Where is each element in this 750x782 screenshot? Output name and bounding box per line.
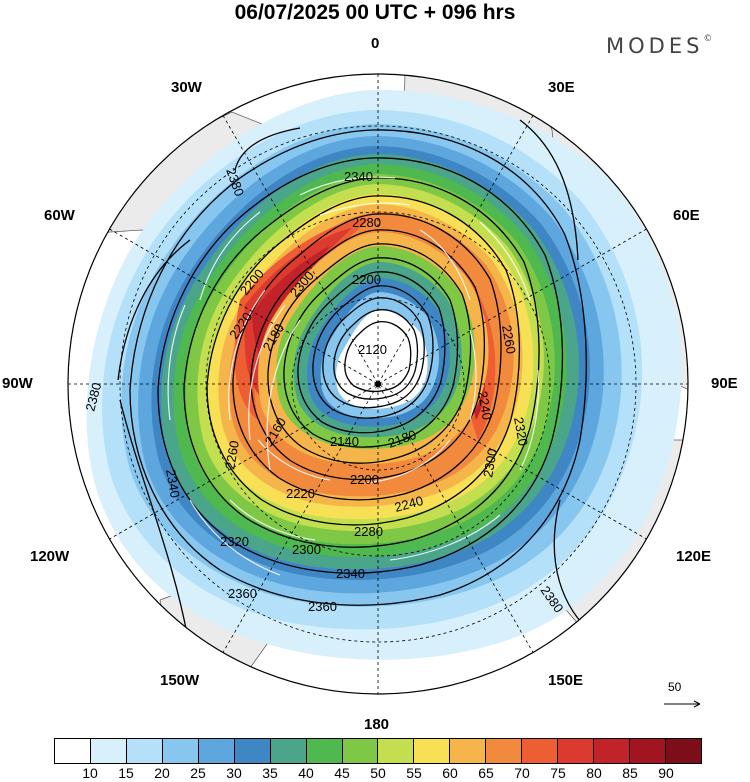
contour-label: 2300 [480, 447, 500, 478]
colorbar-tick-label: 65 [478, 765, 494, 781]
colorbar-tick-label: 25 [190, 765, 206, 781]
colorbar-tick-label: 35 [262, 765, 278, 781]
colorbar-tick-label: 15 [118, 765, 134, 781]
contour-label: 2360 [308, 599, 337, 614]
graticule [68, 74, 688, 694]
contour-2300 [206, 195, 521, 526]
colorbar-cell [126, 739, 163, 763]
colorbar-cell [594, 739, 630, 763]
colorbar-tick-label: 85 [622, 765, 638, 781]
contour-label: 2340 [344, 169, 373, 184]
colorbar [54, 738, 702, 764]
colorbar-cell [486, 739, 523, 763]
wind-speed-shading [86, 89, 682, 660]
contour-label: 2260 [499, 324, 519, 355]
contour-label: 2340 [336, 566, 365, 581]
lon-label-150e: 150E [548, 672, 584, 689]
lon-label-90w: 90W [2, 375, 33, 392]
contour-2340 [157, 157, 564, 574]
colorbar-tick-label: 40 [298, 765, 314, 781]
colorbar-cell [665, 739, 701, 763]
lon-label-180: 180 [364, 716, 390, 733]
contour-label: 2240 [475, 390, 495, 421]
contour-2140 [333, 309, 419, 400]
north-pole-marker [375, 381, 381, 387]
contour-label: 2140 [330, 434, 359, 449]
contour-2240 [267, 243, 472, 464]
map-boundary [67, 73, 689, 695]
colorbar-tick-label: 75 [550, 765, 566, 781]
colorbar-cell [234, 739, 271, 763]
colorbar-tick-label: 55 [406, 765, 422, 781]
colorbar-cell [306, 739, 343, 763]
colorbar-tick-label: 20 [154, 765, 170, 781]
contour-label: 2280 [354, 524, 383, 539]
contour-label: 2240 [393, 493, 425, 515]
contour-label: 2260 [222, 439, 242, 470]
polar-map: 2120 2140 2160 2180 2180 2200 2200 2200 … [67, 73, 689, 695]
contour-2280 [232, 213, 502, 501]
colorbar-cell [522, 739, 559, 763]
colorbar-ticks: 10 15 20 25 30 35 40 45 50 55 60 65 70 75 80 85 90 [54, 765, 702, 782]
contour-label: 2200 [350, 472, 379, 487]
lon-label-150w: 150W [160, 672, 200, 689]
colorbar-cell [414, 739, 451, 763]
reference-vector: 50 [664, 680, 704, 720]
colorbar-tick-label: 80 [586, 765, 602, 781]
lon-label-60w: 60W [44, 207, 75, 224]
colorbar-tick-label: 50 [370, 765, 386, 781]
contour-label: 2340 [163, 468, 183, 499]
contour-label: 2380 [82, 381, 104, 413]
colorbar-cell [162, 739, 199, 763]
brand-logo: MODES© [606, 34, 712, 58]
colorbar-tick-label: 90 [658, 765, 674, 781]
lon-label-120w: 120W [30, 548, 70, 565]
wind-vectors [167, 176, 539, 576]
contour-label: 2320 [511, 416, 531, 447]
colorbar-tick-label: 30 [226, 765, 242, 781]
contour-2160 [322, 297, 425, 409]
lon-label-30e: 30E [548, 79, 575, 96]
lon-label-90e: 90E [711, 375, 738, 392]
contour-2200 [297, 271, 446, 434]
colorbar-tick-label: 60 [442, 765, 458, 781]
contour-label: 2200 [352, 272, 381, 287]
contour-2120 [344, 321, 412, 393]
reference-arrow-icon [664, 700, 701, 708]
contour-label: 2280 [352, 215, 381, 230]
contour-labels: 2120 2140 2160 2180 2180 2200 2200 2200 … [82, 166, 566, 616]
contour-label: 2220 [286, 486, 315, 501]
colorbar-cell [558, 739, 595, 763]
colorbar-cell [90, 739, 127, 763]
colorbar-cell [55, 739, 91, 763]
height-contours [117, 119, 601, 651]
contour-label: 2300 [292, 542, 321, 557]
map-title: 06/07/2025 00 UTC + 096 hrs [234, 1, 516, 24]
contour-2260 [250, 229, 485, 481]
contour-2360 [129, 129, 587, 606]
colorbar-cell [378, 739, 415, 763]
colorbar-cell [450, 739, 487, 763]
colorbar-tick-label: 45 [334, 765, 350, 781]
contour-label: 2320 [220, 534, 249, 549]
colorbar-tick-label: 70 [514, 765, 530, 781]
colorbar-cell [630, 739, 666, 763]
brand-mark: © [703, 34, 713, 44]
contour-2320 [183, 177, 540, 548]
contour-label: 2120 [358, 342, 387, 357]
colorbar-tick-label: 10 [82, 765, 98, 781]
lon-label-30w: 30W [171, 79, 202, 96]
brand-text: MODES [606, 34, 704, 58]
lon-label-120e: 120E [676, 548, 712, 565]
lon-label-60e: 60E [673, 207, 700, 224]
colorbar-cell [198, 739, 235, 763]
colorbar-cell [270, 739, 307, 763]
colorbar-cell [342, 739, 379, 763]
contour-2220 [283, 257, 459, 448]
lon-label-0: 0 [371, 35, 380, 52]
reference-vector-label: 50 [668, 680, 682, 694]
contour-label: 2360 [228, 586, 257, 601]
